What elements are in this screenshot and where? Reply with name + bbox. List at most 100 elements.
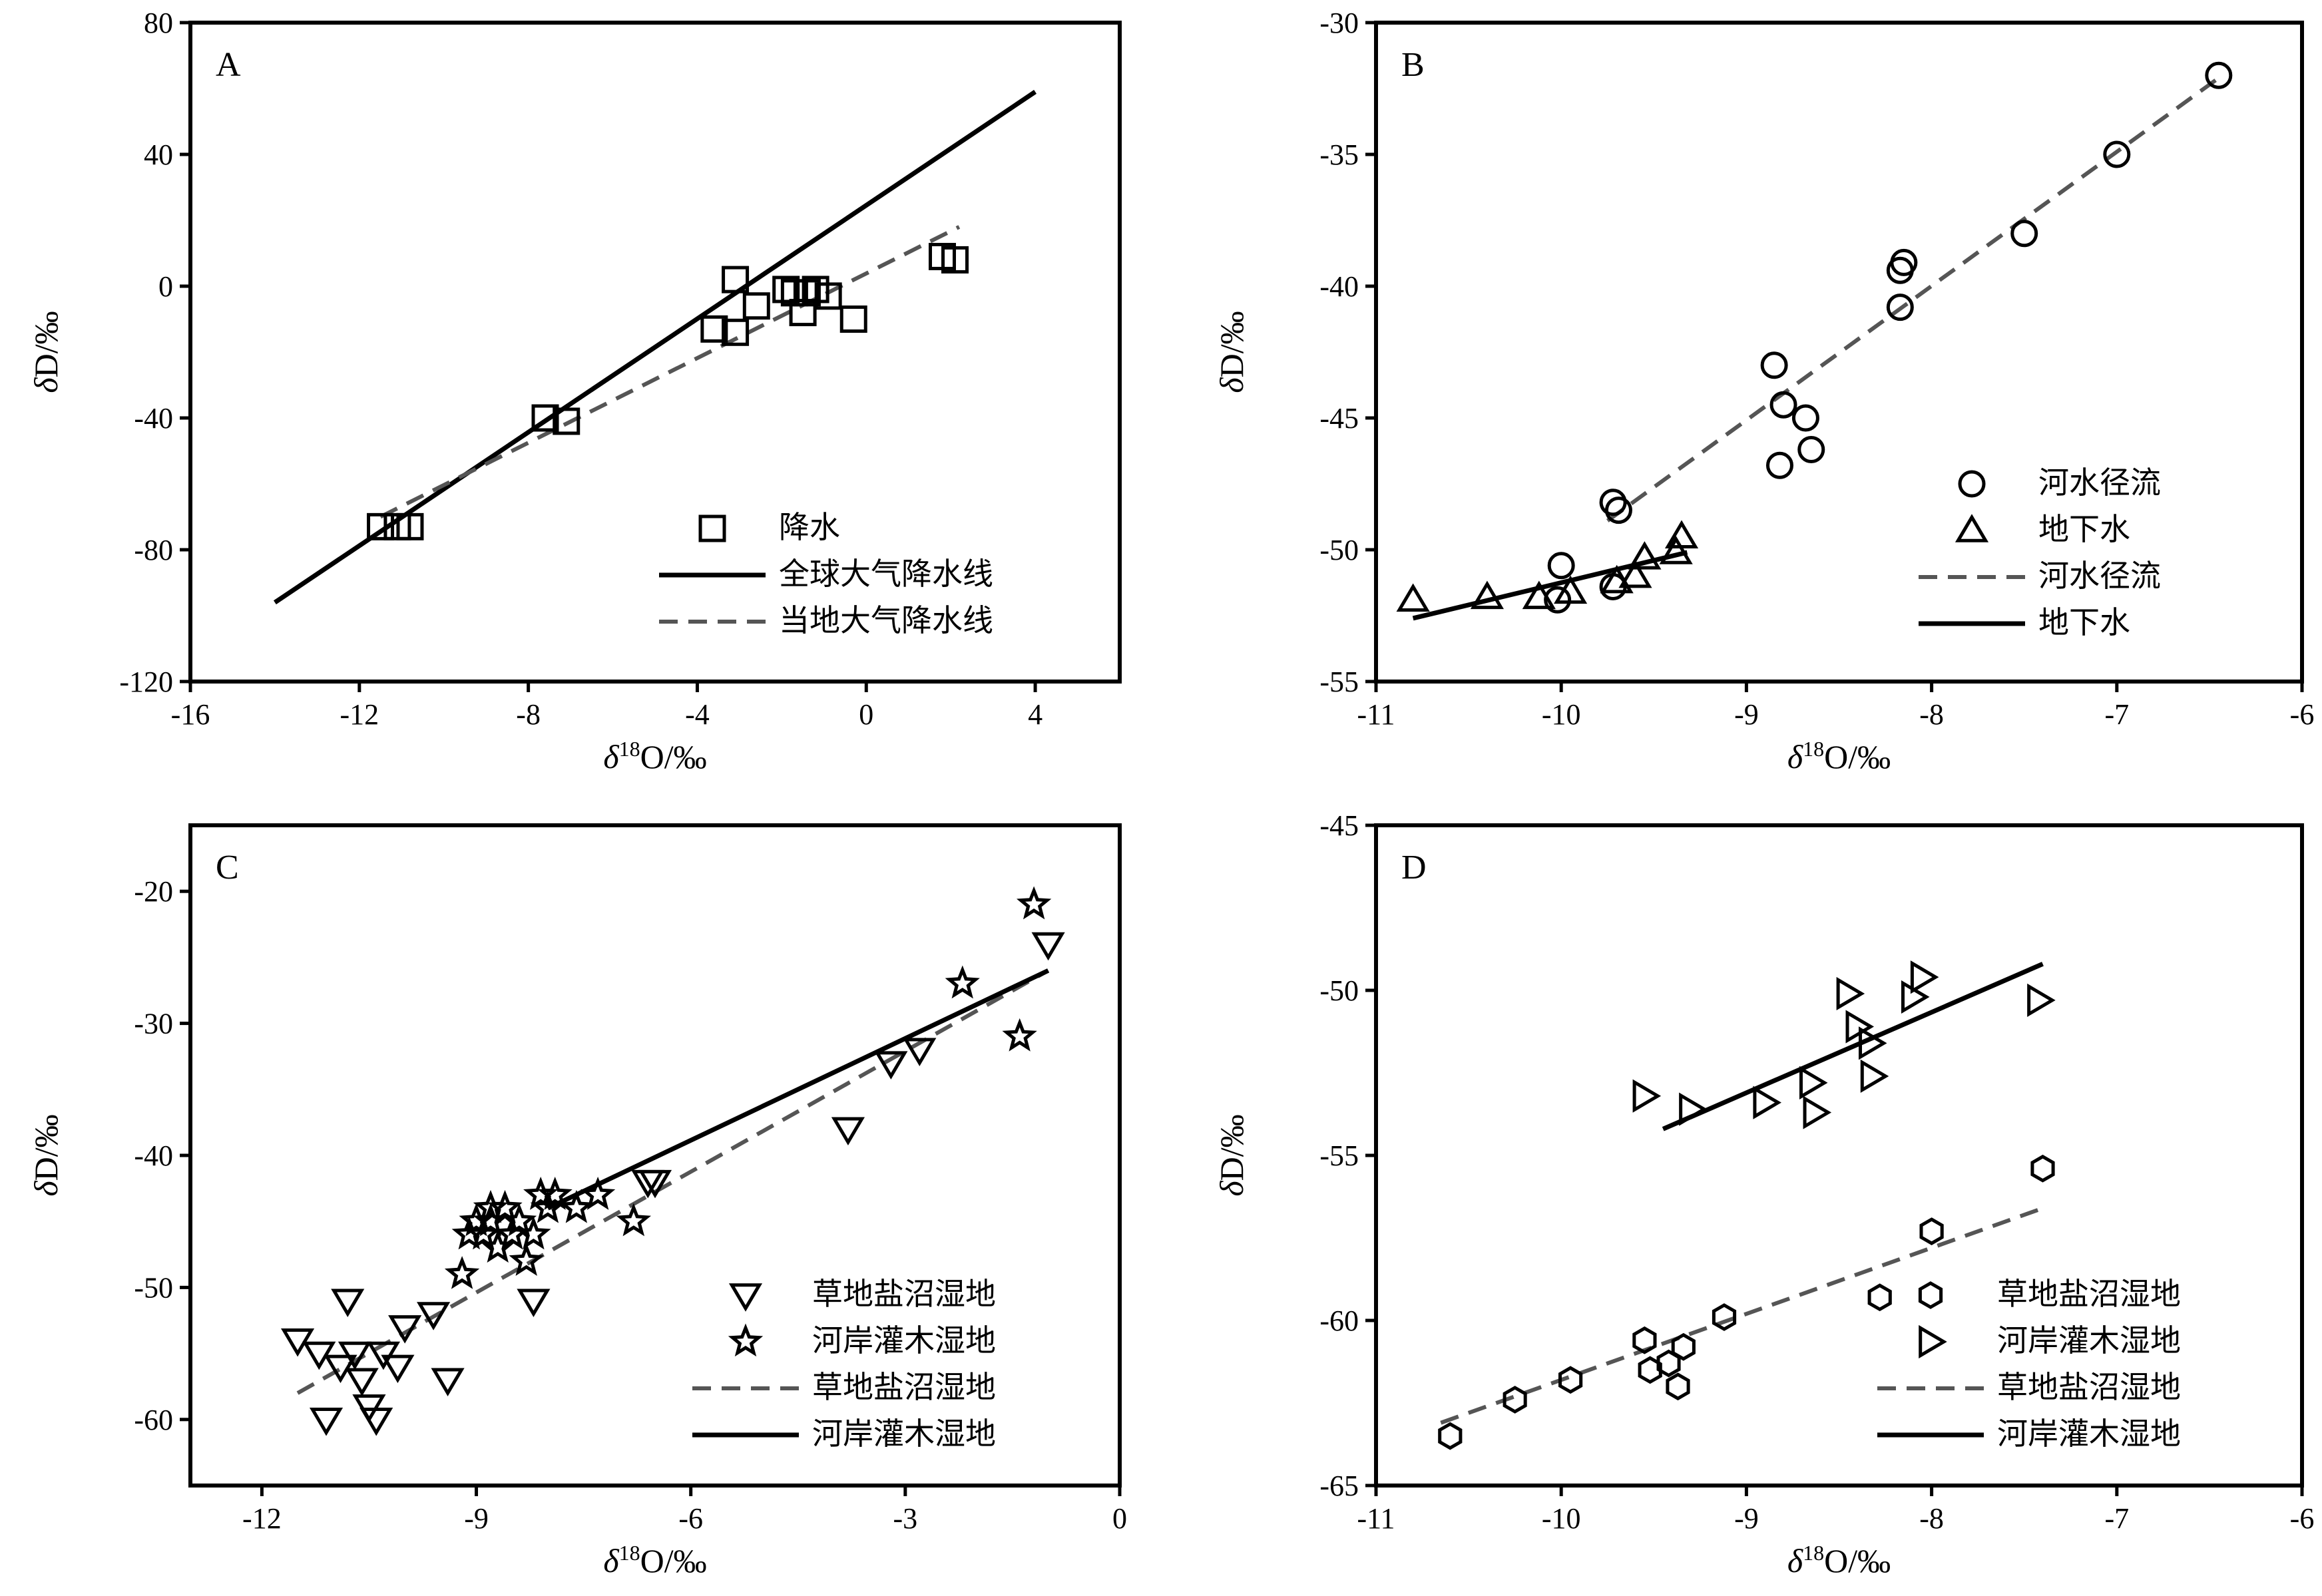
data-point: [431, 1368, 465, 1397]
data-point: [1753, 1086, 1781, 1119]
data-point: [1604, 497, 1632, 524]
data-point: [1797, 436, 1825, 464]
data-point: [793, 279, 821, 307]
x-tick-label: -10: [1542, 698, 1581, 731]
data-point: [1769, 391, 1797, 419]
data-point: [367, 512, 395, 540]
data-point: [1558, 1366, 1583, 1394]
y-tick-label: -55: [1319, 1139, 1359, 1172]
y-tick-label: -30: [1319, 7, 1359, 39]
y-axis-label: δD/‰: [1213, 311, 1250, 393]
data-point: [945, 965, 980, 999]
data-point: [874, 1051, 908, 1080]
data-point: [2103, 140, 2131, 168]
y-tick-label: -40: [134, 402, 173, 435]
panel-c: -12 -9 -6 -3 0-60-50-40-30-20δ18O/‰δD/‰C草地盐沼…: [27, 823, 1127, 1579]
legend-label: 地下水: [2038, 511, 2130, 547]
y-axis-label: δD/‰: [1213, 1114, 1250, 1196]
data-point: [772, 276, 800, 303]
data-point: [1628, 541, 1662, 570]
x-tick-label: -3: [893, 1502, 918, 1535]
x-axis-label: δ18O/‰: [603, 1541, 706, 1579]
data-point: [1632, 1079, 1662, 1113]
data-point: [1712, 1303, 1737, 1331]
panel-a: -16 -12 -8 -4 0 4-120-80-4004080δ18O/‰δD/‰A降水…: [27, 7, 1122, 775]
data-point: [831, 1117, 865, 1146]
data-point: [1002, 1018, 1037, 1052]
data-point: [1901, 980, 1930, 1014]
x-tick-label: 0: [859, 698, 873, 731]
legend-label: 河水径流: [2038, 558, 2161, 594]
y-tick-label: -20: [134, 875, 173, 908]
x-tick-label: 4: [1028, 698, 1043, 731]
data-point: [2030, 1154, 2055, 1183]
y-tick-label: -60: [1319, 1304, 1359, 1337]
x-tick-label: -8: [1919, 698, 1944, 731]
data-point: [531, 404, 559, 432]
data-point: [559, 1189, 594, 1223]
y-tick-label: -40: [134, 1139, 173, 1172]
data-point: [444, 1256, 480, 1289]
data-point: [381, 1354, 415, 1384]
legend-label: 河岸灌木湿地: [1997, 1322, 2181, 1358]
data-point: [1503, 1386, 1527, 1414]
data-point: [1659, 536, 1693, 564]
data-point: [553, 407, 580, 435]
x-tick-label: -6: [2290, 1502, 2315, 1535]
legend-label: 河岸灌木湿地: [812, 1416, 996, 1452]
data-point: [814, 282, 842, 310]
data-point: [1671, 1332, 1696, 1361]
data-point: [1618, 559, 1652, 588]
data-point: [580, 1177, 616, 1210]
data-point: [1522, 580, 1556, 610]
data-point: [1858, 1026, 1887, 1060]
data-point: [1438, 1422, 1463, 1450]
data-point: [722, 266, 750, 294]
legend-marker: [1958, 470, 1986, 498]
data-point: [516, 1216, 551, 1250]
fit-line: [1412, 550, 1688, 621]
legend-marker: [698, 514, 726, 542]
data-point: [722, 318, 750, 346]
data-point: [2010, 220, 2038, 248]
data-point: [700, 315, 728, 343]
legend-marker: [1955, 514, 1989, 542]
data-point: [1836, 976, 1865, 1011]
data-point: [839, 305, 867, 333]
fit-line: [273, 90, 1037, 605]
legend-label: 草地盐沼湿地: [812, 1369, 996, 1405]
x-tick-label: -6: [2290, 698, 2315, 731]
y-tick-label: -40: [1319, 270, 1359, 303]
panel-letter: A: [216, 46, 241, 84]
data-point: [638, 1169, 672, 1199]
data-point: [1599, 489, 1627, 516]
data-point: [359, 1408, 393, 1436]
legend-label: 草地盐沼湿地: [812, 1276, 996, 1312]
panel-b: -11 -10 -9 -8 -7 -6 -55 -50 -45 -40 -35 -30 δ18O/‰ δD…: [1213, 7, 2314, 775]
data-point: [616, 1203, 651, 1237]
data-point: [941, 246, 969, 274]
data-point: [2027, 983, 2056, 1017]
legend-label: 草地盐沼湿地: [1997, 1369, 2181, 1405]
data-point: [537, 1177, 573, 1210]
fit-line: [547, 968, 1050, 1211]
y-tick-label: -80: [134, 534, 173, 566]
panel-letter: C: [216, 849, 239, 887]
data-point: [1396, 583, 1430, 612]
fit-line: [1440, 1206, 2044, 1425]
fit-line: [1606, 76, 2220, 522]
data-point: [1910, 960, 1939, 994]
x-tick-label: -16: [171, 698, 210, 731]
fit-line: [379, 225, 961, 519]
data-point: [338, 1341, 372, 1370]
x-tick-label: -11: [1357, 698, 1395, 731]
data-point: [509, 1243, 544, 1277]
x-tick-label: -10: [1542, 1502, 1581, 1535]
x-tick-label: -4: [685, 698, 710, 731]
x-tick-label: -6: [678, 1502, 703, 1535]
legend-label: 河水径流: [2038, 465, 2161, 500]
data-point: [396, 512, 424, 540]
data-point: [1886, 294, 1914, 321]
legend-marker: [728, 1323, 764, 1357]
